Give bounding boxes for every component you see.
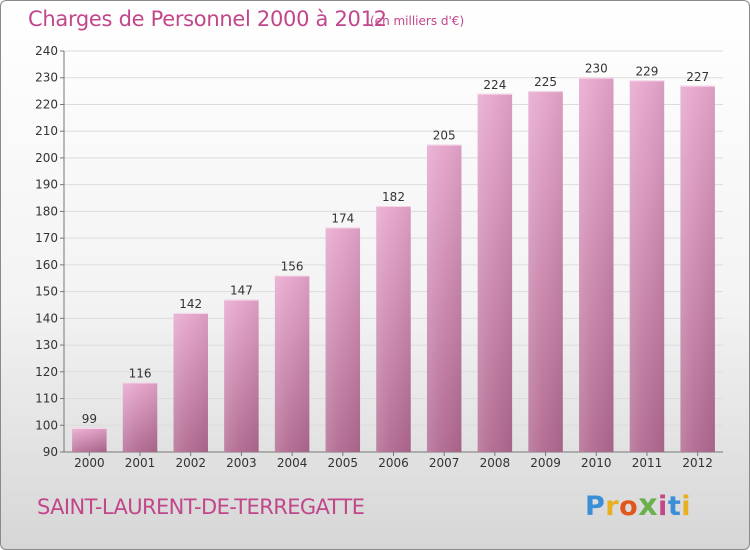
y-tick-label: 150 (35, 285, 58, 299)
bar (173, 312, 208, 452)
y-tick-label: 170 (35, 231, 58, 245)
bar (376, 206, 411, 452)
bar (426, 144, 462, 453)
data-label: 224 (483, 78, 506, 92)
y-tick-label: 220 (35, 97, 58, 111)
x-tick-label: 2001 (125, 456, 156, 470)
bar-shine (376, 206, 411, 452)
bar-shine (325, 227, 361, 452)
bar-shine (680, 85, 715, 453)
y-tick-label: 110 (35, 392, 58, 406)
bar-shine (579, 77, 614, 452)
proxiti-logo[interactable]: Proxiti (585, 488, 691, 523)
x-tick-label: 2003 (226, 456, 257, 470)
logo-letter: t (667, 491, 682, 522)
bar (629, 80, 665, 452)
logo-letter: o (619, 491, 639, 522)
x-tick-label: 2008 (480, 456, 511, 470)
x-tick-label: 2007 (429, 456, 460, 470)
data-label: 229 (636, 64, 659, 78)
y-tick-label: 140 (35, 311, 58, 325)
data-label: 205 (433, 129, 456, 143)
y-tick-label: 90 (43, 445, 58, 459)
bar-shine (224, 299, 259, 452)
data-label: 225 (534, 75, 557, 89)
data-label: 230 (585, 62, 608, 76)
y-tick-label: 130 (35, 338, 58, 352)
label-layer: 99 2000 116 2001 142 2002 147 2003 156 2004 174 200… (74, 62, 713, 470)
chart-subtitle: (en milliers d'€) (370, 14, 465, 28)
logo-letter: P (585, 491, 606, 522)
bar (224, 299, 259, 452)
data-label: 99 (82, 412, 97, 426)
logo-letter: r (605, 491, 620, 522)
bar (528, 91, 563, 452)
y-tick-label: 160 (35, 258, 58, 272)
y-tick-label: 230 (35, 71, 58, 85)
x-tick-label: 2009 (530, 456, 561, 470)
y-tick-label: 210 (35, 124, 58, 138)
bar (274, 275, 310, 452)
bar-layer (72, 77, 715, 453)
bar-shine (72, 427, 107, 452)
x-tick-label: 2005 (328, 456, 359, 470)
x-tick-label: 2004 (277, 456, 308, 470)
data-label: 142 (179, 297, 202, 311)
data-label: 182 (382, 190, 405, 204)
x-tick-label: 2010 (581, 456, 612, 470)
y-tick-label: 190 (35, 178, 58, 192)
bar (325, 227, 361, 452)
bar-shine (122, 382, 158, 452)
data-label: 116 (129, 366, 152, 380)
bar-shine (426, 144, 462, 453)
data-label: 156 (281, 260, 304, 274)
bar-shine (528, 91, 563, 452)
bar (579, 77, 614, 452)
bar-shine (629, 80, 665, 452)
data-label: 147 (230, 284, 253, 298)
bar-shine (274, 275, 310, 452)
data-label: 174 (331, 211, 354, 225)
bar (72, 427, 107, 452)
logo-letter: i (681, 491, 691, 522)
bar-shine (477, 93, 513, 453)
y-tick-label: 100 (35, 418, 58, 432)
y-tick-label: 240 (35, 44, 58, 58)
x-tick-label: 2011 (632, 456, 663, 470)
bar-shine (173, 312, 208, 452)
bar (122, 382, 158, 452)
y-tick-label: 120 (35, 365, 58, 379)
y-tick-label: 180 (35, 204, 58, 218)
x-tick-label: 2006 (378, 456, 409, 470)
x-tick-label: 2000 (74, 456, 105, 470)
commune-name: SAINT-LAURENT-DE-TERREGATTE (37, 495, 365, 519)
chart-title: Charges de Personnel 2000 à 2012 (28, 7, 387, 31)
x-tick-label: 2012 (682, 456, 713, 470)
logo-letter: i (658, 491, 668, 522)
bar (680, 85, 715, 453)
y-tick-label: 200 (35, 151, 58, 165)
logo-letter: x (638, 488, 659, 523)
x-tick-label: 2002 (175, 456, 206, 470)
bar (477, 93, 513, 453)
data-label: 227 (686, 70, 709, 84)
